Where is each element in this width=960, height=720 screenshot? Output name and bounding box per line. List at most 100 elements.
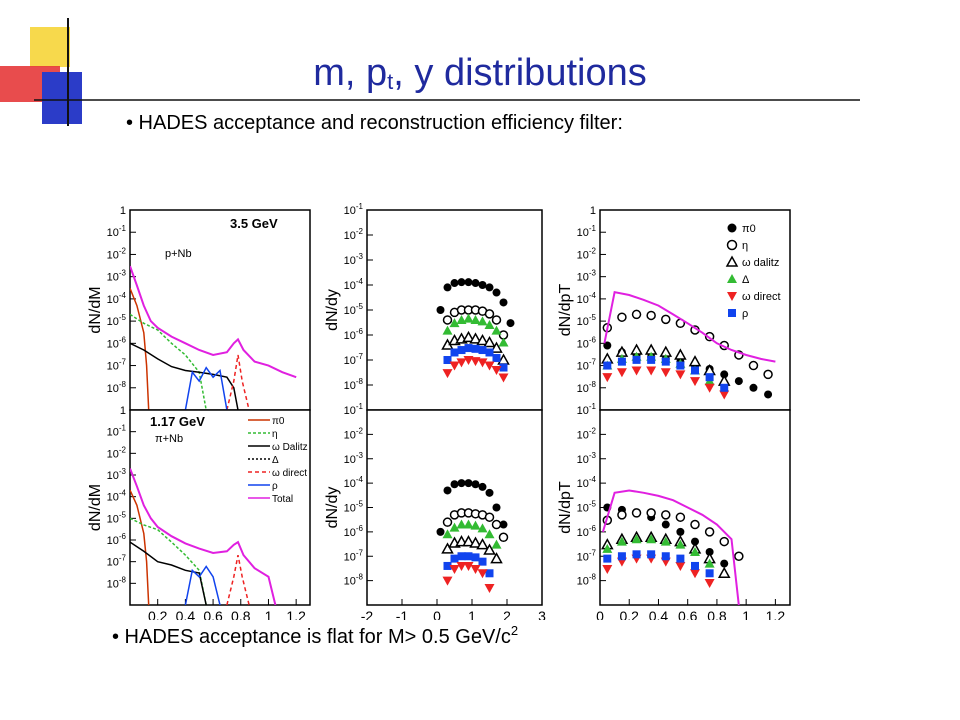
data-point — [617, 312, 627, 322]
data-point — [476, 538, 489, 550]
bullet-acceptance-filter: • HADES acceptance and reconstruction ef… — [126, 112, 623, 134]
y-tick-base: 10 — [107, 249, 119, 261]
data-point — [720, 559, 729, 568]
y-tick-base: 10 — [577, 338, 589, 350]
y-tick-exponent: -4 — [356, 277, 364, 286]
data-point — [462, 330, 475, 343]
data-point — [476, 334, 489, 346]
bullet-acceptance-flat: • HADES acceptance is flat for M> 0.5 Ge… — [112, 623, 518, 649]
y-tick-base: 10 — [344, 405, 356, 417]
data-point — [617, 510, 627, 520]
y-tick-label: 10-2 — [344, 227, 364, 242]
data-point — [647, 355, 656, 364]
bullet-acceptance-flat-text: • HADES acceptance is flat for M> 0.5 Ge… — [112, 626, 511, 648]
data-point — [484, 529, 495, 539]
y-tick-label: 10-5 — [577, 313, 597, 328]
y-tick-base: 10 — [344, 527, 356, 539]
data-point — [456, 358, 467, 368]
y-tick-exponent: -6 — [589, 335, 597, 344]
data-point — [436, 306, 445, 314]
data-point — [463, 561, 474, 571]
data-point — [442, 325, 453, 335]
y-tick-label: 10-6 — [344, 524, 364, 539]
data-point — [443, 561, 452, 570]
data-point — [603, 361, 612, 370]
y-tick-base: 10 — [107, 227, 119, 239]
data-point — [646, 310, 656, 321]
legend-entry: Total — [248, 494, 293, 505]
series-group — [601, 291, 776, 400]
y-tick-base: 10 — [107, 383, 119, 395]
y-tick-exponent: -1 — [119, 224, 127, 233]
y-tick-exponent: -8 — [356, 377, 364, 386]
data-point — [463, 519, 474, 529]
y-tick-base: 10 — [344, 429, 356, 441]
data-point — [477, 569, 488, 579]
y-tick-base: 10 — [577, 503, 589, 515]
legend-entry: ω direct — [727, 291, 781, 303]
data-point — [464, 552, 473, 561]
y-tick-label: 10-6 — [107, 335, 127, 350]
y-tick-exponent: -2 — [589, 426, 597, 435]
x-tick-label: 0 — [433, 608, 441, 620]
y-tick-exponent: -3 — [589, 451, 597, 460]
data-point — [748, 360, 759, 371]
y-tick-base: 10 — [577, 405, 589, 417]
y-tick-label: 10-6 — [107, 532, 127, 547]
y-tick-label: 10-6 — [577, 524, 597, 539]
data-point — [498, 532, 509, 543]
y-tick-exponent: -7 — [356, 548, 364, 557]
chart-panel-top-left: 110-110-210-310-410-510-610-710-8dN/dM3.… — [87, 205, 311, 411]
data-point — [719, 390, 730, 400]
data-point — [484, 512, 495, 522]
title-main: m, p — [313, 52, 388, 94]
data-point — [676, 527, 685, 536]
legend-entry: Δ — [727, 274, 750, 286]
data-point — [456, 561, 467, 571]
chart-panel-top-middle: 10-110-210-310-410-510-610-710-8dN/dy — [324, 202, 543, 411]
y-tick-base: 10 — [577, 429, 589, 441]
data-point — [705, 373, 714, 382]
data-point — [483, 543, 496, 555]
y-tick-exponent: -6 — [589, 524, 597, 533]
data-point — [491, 325, 502, 335]
data-point — [499, 520, 508, 529]
reaction-label: p+Nb — [165, 248, 192, 260]
data-point — [470, 564, 481, 574]
legend-label: Total — [272, 494, 293, 505]
data-point — [469, 332, 482, 344]
y-tick-base: 10 — [344, 255, 356, 267]
y-tick-label: 10-4 — [577, 291, 597, 306]
data-point — [471, 553, 480, 562]
y-axis-label: dN/dy — [324, 289, 341, 331]
data-point — [690, 377, 700, 387]
y-tick-base: 1 — [590, 205, 596, 217]
data-point — [602, 564, 613, 574]
y-tick-exponent: -1 — [589, 224, 597, 233]
data-point — [491, 315, 502, 325]
data-point — [478, 557, 487, 566]
plot-frame — [599, 209, 791, 411]
data-point — [471, 279, 480, 288]
data-point — [442, 529, 453, 539]
data-point — [457, 278, 466, 287]
x-tick-label: 2 — [503, 608, 511, 620]
y-tick-base: 10 — [107, 470, 119, 482]
y-tick-base: 10 — [107, 338, 119, 350]
y-tick-label: 10-6 — [577, 335, 597, 350]
legend-entry: ω Dalitz — [248, 442, 308, 453]
data-point — [442, 576, 453, 586]
legend-entry: ρ — [248, 481, 278, 492]
data-point — [675, 370, 686, 380]
y-tick-exponent: -8 — [589, 573, 597, 582]
data-point — [646, 366, 657, 376]
legend-label: π0 — [742, 223, 756, 235]
legend-label: η — [742, 240, 748, 252]
data-point — [704, 383, 715, 393]
y-tick-base: 10 — [344, 551, 356, 563]
data-point — [456, 314, 467, 324]
legend-marker — [727, 292, 737, 301]
y-tick-base: 10 — [344, 380, 356, 392]
data-point — [675, 539, 686, 549]
data-point — [616, 536, 627, 546]
